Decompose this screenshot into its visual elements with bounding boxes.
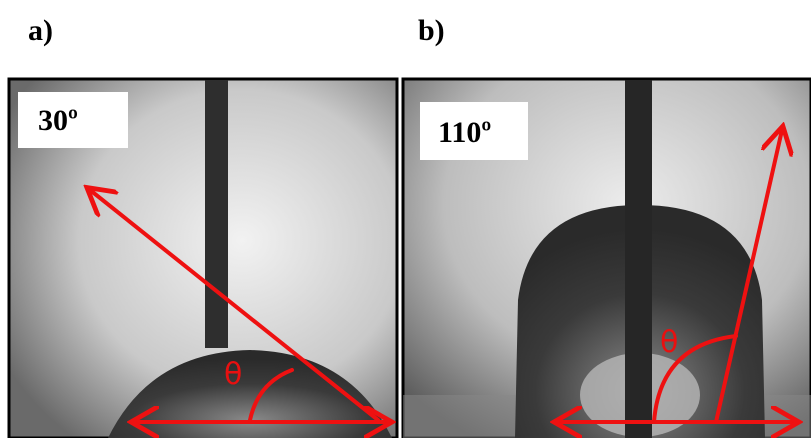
photo-panel-a: 30º θ xyxy=(9,79,397,438)
angle-label: 110º xyxy=(438,116,491,149)
photo-panel-b: 110º θ xyxy=(403,79,811,438)
panel-label: a) xyxy=(28,14,53,47)
panel-label: b) xyxy=(418,14,445,47)
page: a) b) 30º θ 110º θ {"panels": [ {"label"… xyxy=(0,0,811,438)
figure: a) b) 30º θ 110º θ xyxy=(0,0,811,438)
theta-symbol: θ xyxy=(224,357,242,392)
theta-symbol: θ xyxy=(660,325,678,360)
angle-label: 30º xyxy=(38,104,78,137)
